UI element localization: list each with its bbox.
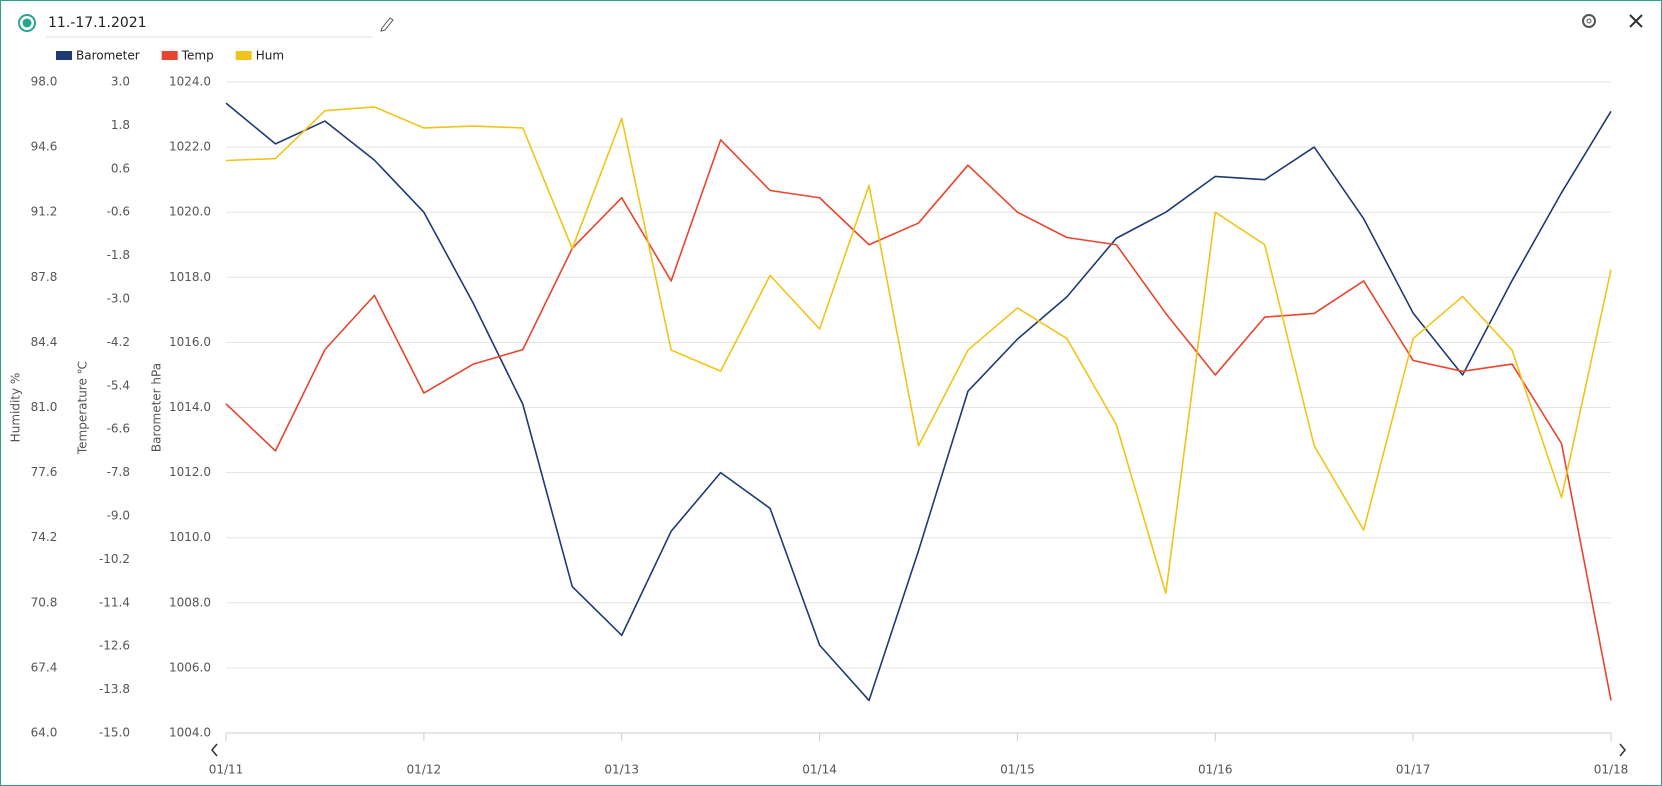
- y-tick-label: 84.4: [31, 335, 58, 349]
- y-tick-label: -13.8: [99, 682, 130, 696]
- y-tick-label: -10.2: [99, 552, 130, 566]
- y-tick-label: 0.6: [111, 161, 130, 175]
- legend-label: Barometer: [76, 49, 140, 63]
- y-tick-label: 1014.0: [169, 400, 211, 414]
- y-tick-label: 1022.0: [169, 140, 211, 154]
- y-tick-label: 1.8: [111, 118, 130, 132]
- y-tick-label: 1010.0: [169, 530, 211, 544]
- x-tick-label: 01/13: [604, 763, 639, 777]
- x-tick-label: 01/15: [1000, 763, 1035, 777]
- status-icon[interactable]: [18, 14, 36, 32]
- y-tick-label: 74.2: [31, 530, 58, 544]
- y-tick-label: 1008.0: [169, 595, 211, 609]
- axis-title: Temperature ℃: [76, 361, 90, 455]
- y-tick-label: 1012.0: [169, 465, 211, 479]
- y-tick-label: 70.8: [31, 595, 58, 609]
- axis-title: Humidity %: [9, 373, 23, 443]
- series-line: [225, 139, 1612, 701]
- legend-label: Temp: [181, 49, 214, 63]
- y-tick-label: 1018.0: [169, 270, 211, 284]
- y-tick-label: -0.6: [107, 205, 130, 219]
- legend-swatch: [56, 51, 72, 60]
- legend-label: Hum: [256, 49, 284, 63]
- y-tick-label: -15.0: [99, 726, 130, 740]
- y-tick-label: -3.0: [107, 292, 130, 306]
- y-tick-label: 81.0: [31, 400, 58, 414]
- y-tick-label: -1.8: [107, 248, 130, 262]
- x-tick-label: 01/18: [1594, 763, 1629, 777]
- legend-swatch: [235, 51, 252, 60]
- axis-title: Barometer hPa: [150, 363, 164, 452]
- y-tick-label: 1020.0: [169, 205, 211, 219]
- y-tick-label: 67.4: [31, 660, 58, 674]
- y-tick-label: 1006.0: [169, 660, 211, 674]
- gear-hub: [1586, 18, 1592, 24]
- y-tick-label: -9.0: [107, 509, 130, 523]
- x-tick-label: 01/11: [209, 763, 244, 777]
- y-tick-label: 94.6: [31, 140, 58, 154]
- gear: [1582, 14, 1596, 28]
- y-tick-label: 1004.0: [169, 726, 211, 740]
- prev-arrow[interactable]: [211, 743, 218, 757]
- x-tick-label: 01/12: [407, 763, 442, 777]
- y-tick-label: 87.8: [31, 270, 58, 284]
- y-tick-label: -12.6: [99, 639, 130, 653]
- y-tick-label: 64.0: [31, 726, 58, 740]
- y-tick-label: 1024.0: [169, 75, 211, 89]
- close-icon[interactable]: [1629, 14, 1643, 28]
- y-tick-label: -6.6: [107, 422, 130, 436]
- y-tick-label: -11.4: [99, 595, 130, 609]
- series-line: [225, 106, 1612, 595]
- y-tick-label: -5.4: [107, 378, 130, 392]
- edit-icon[interactable]: [380, 17, 394, 32]
- y-tick-label: 3.0: [111, 75, 130, 89]
- x-tick-label: 01/17: [1396, 763, 1431, 777]
- y-tick-label: 91.2: [31, 205, 58, 219]
- y-tick-label: 1016.0: [169, 335, 211, 349]
- y-tick-label: -7.8: [107, 465, 130, 479]
- settings-icon[interactable]: [1582, 14, 1596, 28]
- title[interactable]: 11.-17.1.2021: [48, 15, 147, 31]
- series-line: [225, 102, 1612, 702]
- x-tick-label: 01/14: [802, 763, 837, 777]
- x-tick-label: 01/16: [1198, 763, 1233, 777]
- y-tick-label: 98.0: [31, 75, 58, 89]
- y-tick-label: 77.6: [31, 465, 58, 479]
- status-dot: [22, 18, 32, 28]
- next-arrow[interactable]: [1619, 743, 1626, 757]
- legend-swatch: [161, 51, 178, 60]
- y-tick-label: -4.2: [107, 335, 130, 349]
